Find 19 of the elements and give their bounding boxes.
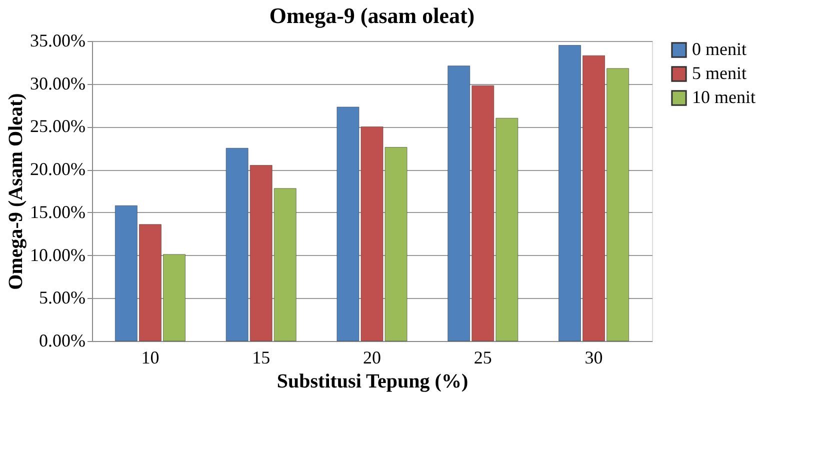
x-tick-label: 30	[584, 348, 603, 368]
y-tick-label: 5.00%	[39, 288, 86, 308]
legend-label: 0 menit	[692, 39, 746, 59]
legend-label: 5 menit	[692, 63, 746, 83]
chart-title: Omega-9 (asam oleat)	[269, 3, 475, 28]
y-tick-label: 35.00%	[30, 30, 86, 50]
y-tick-label: 10.00%	[30, 244, 86, 265]
y-tick-label: 25.00%	[30, 116, 86, 136]
x-tick-label: 10	[141, 348, 160, 368]
y-tick-label: 15.00%	[30, 202, 86, 222]
y-tick-label: 20.00%	[30, 159, 86, 180]
x-tick-label: 20	[363, 348, 381, 368]
y-tick-label: 30.00%	[30, 73, 86, 94]
legend-label: 10 menit	[692, 87, 756, 107]
x-tick-label: 25	[474, 348, 492, 368]
y-axis-title: Omega-9 (Asam Oleat)	[5, 93, 28, 290]
x-axis-title: Substitusi Tepung (%)	[276, 370, 468, 392]
y-tick-label: 0.00%	[39, 330, 86, 350]
x-tick-label: 15	[252, 348, 270, 368]
